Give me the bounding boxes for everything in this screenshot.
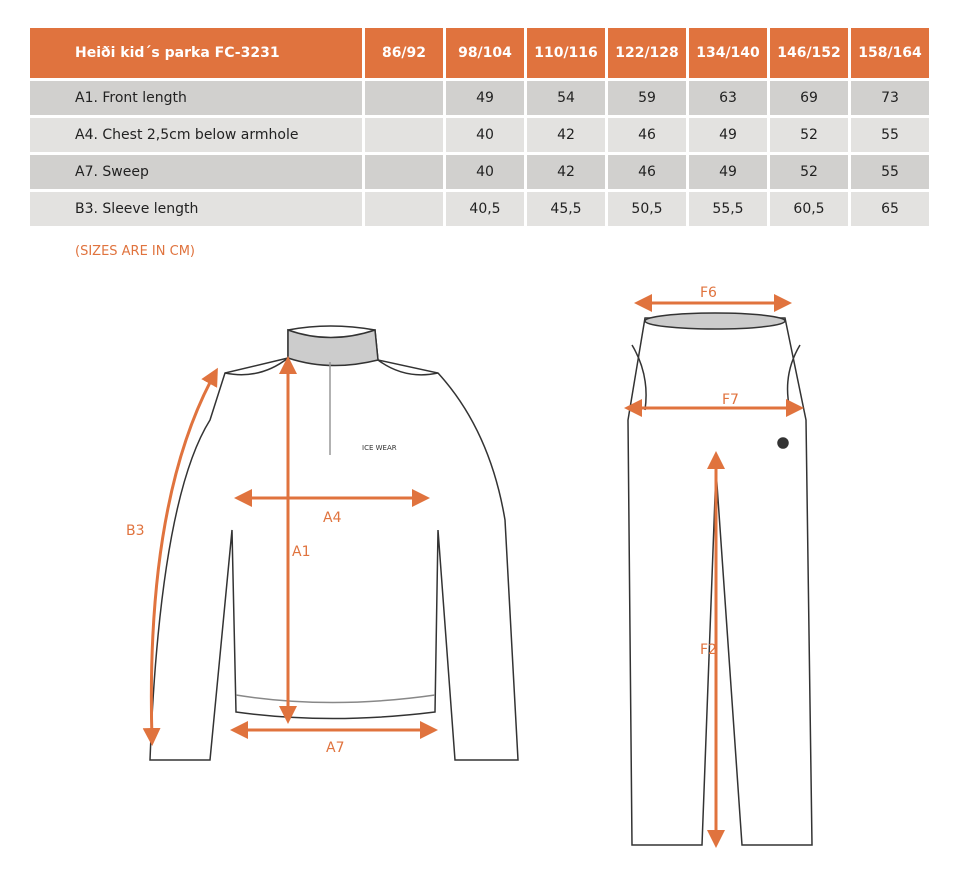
size-header: 158/164 (851, 28, 929, 78)
table-row: A7. Sweep 40 42 46 49 52 55 (30, 155, 929, 189)
measurement-value (365, 81, 443, 115)
size-chart-table: Heiði kid´s parka FC-3231 86/92 98/104 1… (27, 25, 932, 229)
measurement-value: 60,5 (770, 192, 848, 226)
measurement-value: 55 (851, 118, 929, 152)
measurement-value: 52 (770, 155, 848, 189)
size-header: 122/128 (608, 28, 686, 78)
header-row: Heiði kid´s parka FC-3231 86/92 98/104 1… (30, 28, 929, 78)
measurement-value: 65 (851, 192, 929, 226)
measurement-value: 73 (851, 81, 929, 115)
measurement-value: 55 (851, 155, 929, 189)
measurement-value: 42 (527, 155, 605, 189)
measurement-value: 54 (527, 81, 605, 115)
label-f6: F6 (700, 285, 717, 301)
measurement-value: 40 (446, 155, 524, 189)
size-header: 146/152 (770, 28, 848, 78)
measurement-value: 45,5 (527, 192, 605, 226)
measurement-value: 50,5 (608, 192, 686, 226)
measurement-label: A4. Chest 2,5cm below armhole (30, 118, 362, 152)
label-f2: F2 (700, 642, 717, 658)
measurement-label: A7. Sweep (30, 155, 362, 189)
measurement-value (365, 118, 443, 152)
measurement-value: 69 (770, 81, 848, 115)
measurement-value: 49 (446, 81, 524, 115)
label-a4: A4 (323, 510, 342, 526)
measurement-value: 40 (446, 118, 524, 152)
measurement-label: A1. Front length (30, 81, 362, 115)
measurement-value: 59 (608, 81, 686, 115)
units-note: (SIZES ARE IN CM) (75, 244, 195, 259)
pants-drawing (627, 312, 813, 846)
label-a7: A7 (326, 740, 344, 756)
top-measure-lines (142, 356, 438, 746)
measurement-value: 49 (689, 155, 767, 189)
measurement-value: 46 (608, 155, 686, 189)
table-row: A4. Chest 2,5cm below armhole 40 42 46 49 52 5… (30, 118, 929, 152)
table-row: B3. Sleeve length 40,5 45,5 50,5 55,5 60,5 65 (30, 192, 929, 226)
measurement-value: 46 (608, 118, 686, 152)
brand-logo: ICE WEAR (362, 444, 397, 452)
measurement-value (365, 192, 443, 226)
label-f7: F7 (722, 392, 739, 408)
size-header: 98/104 (446, 28, 524, 78)
size-header: 110/116 (527, 28, 605, 78)
measurement-value: 49 (689, 118, 767, 152)
table-row: A1. Front length 49 54 59 63 69 73 (30, 81, 929, 115)
product-title: Heiði kid´s parka FC-3231 (30, 28, 362, 78)
measurement-label: B3. Sleeve length (30, 192, 362, 226)
pants-measure-lines (624, 294, 804, 848)
label-b3: B3 (126, 523, 145, 539)
measurement-value: 55,5 (689, 192, 767, 226)
measurement-value: 52 (770, 118, 848, 152)
measurement-value: 42 (527, 118, 605, 152)
measurement-value (365, 155, 443, 189)
measurement-value: 40,5 (446, 192, 524, 226)
size-header: 134/140 (689, 28, 767, 78)
label-a1: A1 (292, 544, 310, 560)
size-header: 86/92 (365, 28, 443, 78)
measurement-value: 63 (689, 81, 767, 115)
